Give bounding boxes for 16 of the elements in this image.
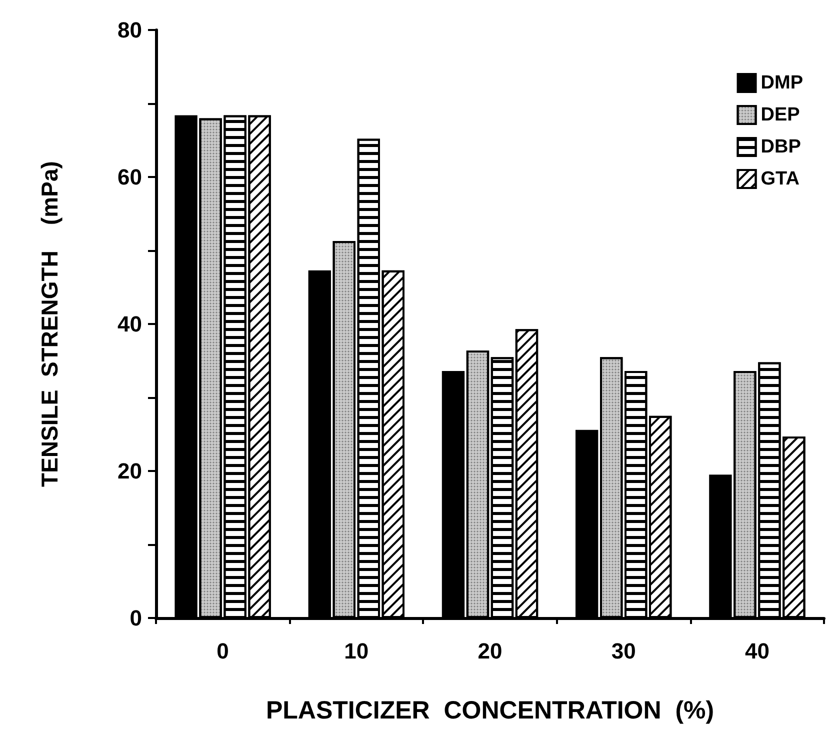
x-tick-label: 40: [744, 638, 770, 664]
y-tick-label: 80: [118, 18, 142, 42]
y-tick-label: 0: [130, 606, 142, 630]
x-tick-label: 0: [216, 638, 229, 664]
x-tick-label: 20: [478, 638, 502, 664]
y-tick-label: 40: [118, 312, 142, 336]
legend-label: DBP: [760, 136, 802, 158]
y-axis-title: TENSILE STRENGTH (mPa): [36, 161, 62, 487]
x-axis-title: PLASTICIZER CONCENTRATION (%): [266, 696, 714, 724]
y-tick-label: 20: [118, 458, 142, 484]
legend-label: DEP: [760, 104, 800, 126]
x-tick-label: 10: [344, 638, 369, 664]
legend-label: DMP: [760, 72, 804, 94]
x-tick-label: 30: [611, 638, 636, 664]
y-tick-label: 60: [118, 164, 142, 190]
legend-label: GTA: [760, 168, 800, 190]
